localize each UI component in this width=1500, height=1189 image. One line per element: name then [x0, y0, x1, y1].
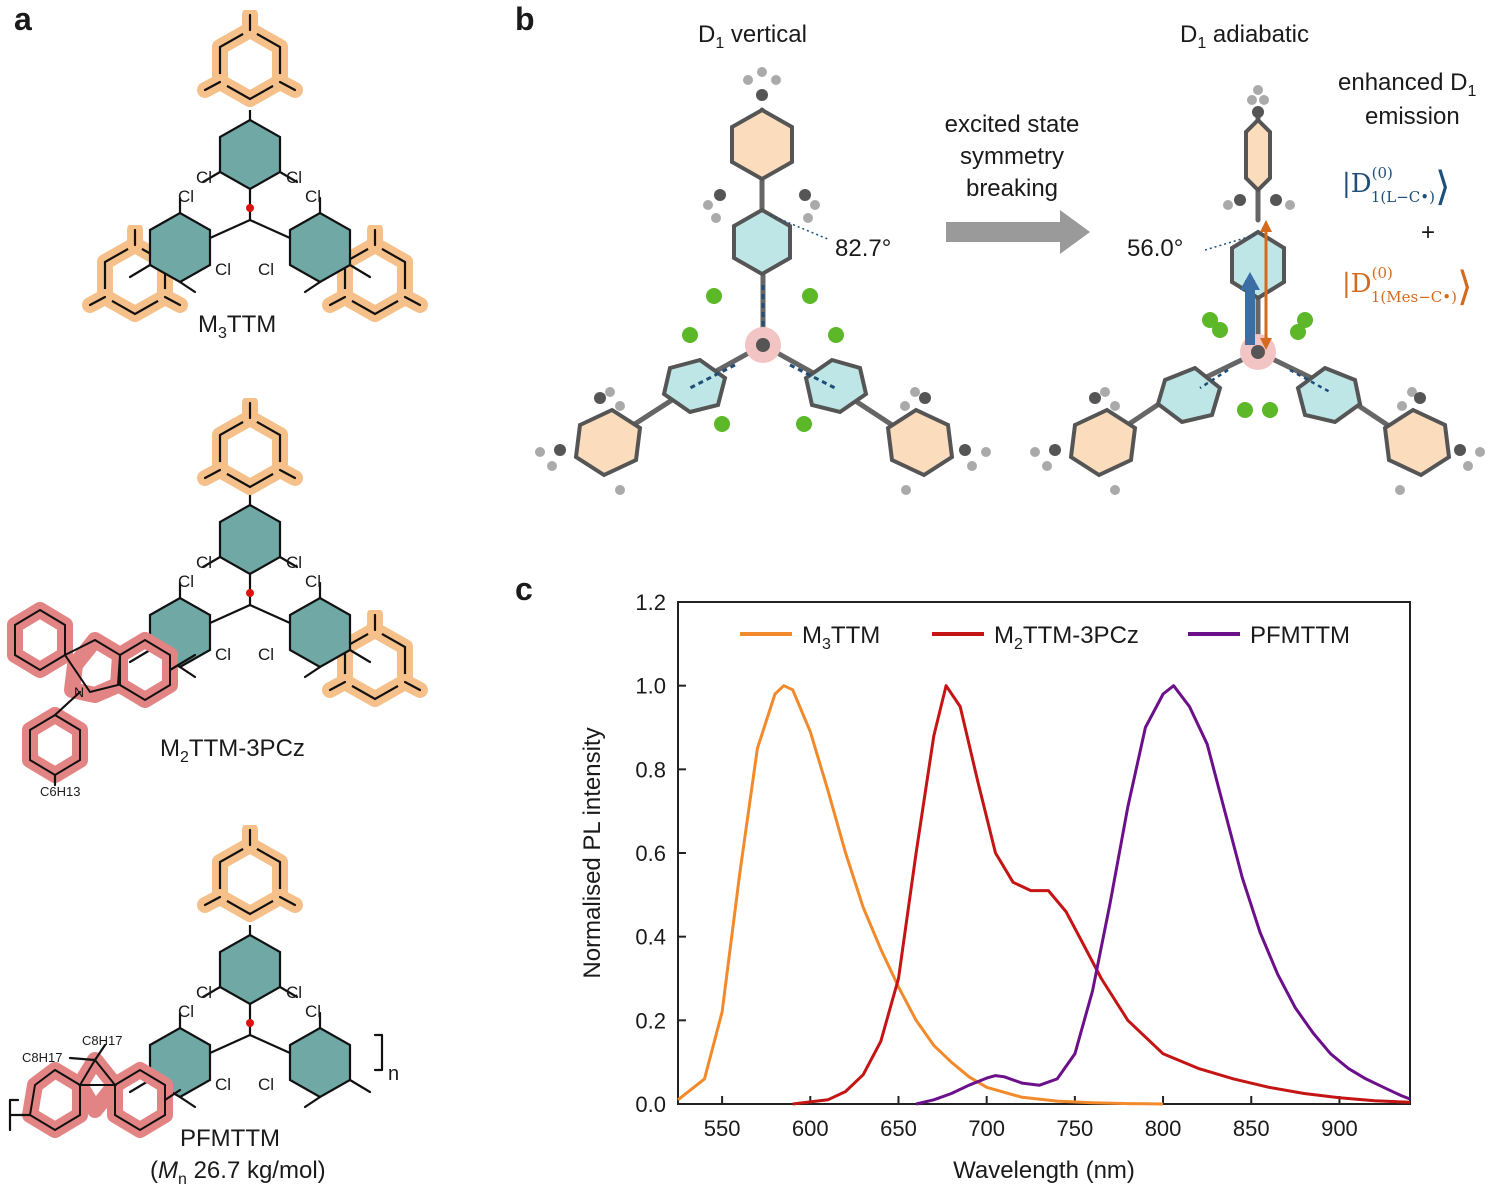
- arrow-text-line3: breaking: [966, 175, 1058, 202]
- d1-vertical-title: D1 vertical: [698, 21, 807, 52]
- dihedral-angle-right: 56.0°: [1127, 235, 1183, 262]
- x-tick-label: 600: [792, 1116, 829, 1141]
- molecular-weight: (Mn 26.7 kg/mol): [150, 1157, 326, 1188]
- plus-sign: +: [1421, 219, 1435, 246]
- cl-label: Cl: [305, 187, 321, 206]
- n-atom: N: [74, 684, 84, 700]
- d1-adiabatic-title: D1 adiabatic: [1180, 21, 1309, 52]
- cl-label: Cl: [286, 168, 302, 187]
- series-lines: [677, 684, 1411, 1106]
- cl-label: Cl: [196, 553, 212, 572]
- cl-label: Cl: [286, 983, 302, 1002]
- molecule-m3ttm: Cl Cl Cl Cl Cl Cl M3TTM: [90, 15, 420, 342]
- state-l-c: |D(0) 1(L−C•)⟩: [1342, 164, 1451, 210]
- x-tick-label: 700: [968, 1116, 1005, 1141]
- arrow-text-line1: excited state: [945, 111, 1080, 138]
- y-axis: 0.0 0.2 0.4 0.6 0.8 1.0 1.2: [635, 590, 686, 1117]
- panel-a: a Cl Cl Cl Cl Cl Cl M3TTM: [7, 1, 420, 1188]
- dihedral-angle-left: 82.7°: [835, 235, 891, 262]
- panel-label-c: c: [515, 571, 533, 607]
- d1-vertical-model: 82.7°: [535, 67, 991, 495]
- d1-adiabatic-model: 56.0°: [1030, 85, 1485, 495]
- side-chain-label: C8H17: [82, 1033, 122, 1048]
- emission-annotation: enhanced D1 emission |D(0) 1(L−C•)⟩ + |D(…: [1338, 69, 1476, 310]
- arrow-icon: [946, 210, 1090, 254]
- y-tick-label: 0.4: [635, 925, 666, 950]
- cl-label: Cl: [215, 260, 231, 279]
- plot-frame: [677, 601, 1411, 1105]
- cl-label: Cl: [196, 983, 212, 1002]
- fluorene-group: C8H17 C8H17 n: [8, 1033, 399, 1138]
- side-chain-label: C8H17: [22, 1050, 62, 1065]
- enhanced-emission-line1: enhanced D1: [1338, 69, 1476, 100]
- panel-b: b D1 vertical D1 adiabatic: [515, 1, 1485, 495]
- legend-label: PFMTTM: [1250, 622, 1350, 649]
- y-tick-label: 0.6: [635, 841, 666, 866]
- phenylcarbazole-group: N C6H13: [7, 602, 197, 799]
- x-tick-label: 550: [704, 1116, 741, 1141]
- cl-label: Cl: [215, 1075, 231, 1094]
- cl-label: Cl: [178, 187, 194, 206]
- y-axis-label: Normalised PL intensity: [579, 727, 606, 978]
- y-tick-label: 0.2: [635, 1008, 666, 1033]
- y-tick-label: 1.0: [635, 674, 666, 699]
- panel-label-a: a: [14, 1, 32, 37]
- cl-label: Cl: [178, 1002, 194, 1021]
- x-tick-label: 750: [1057, 1116, 1094, 1141]
- y-tick-label: 0.0: [635, 1092, 666, 1117]
- cl-label: Cl: [305, 572, 321, 591]
- cl-label: Cl: [215, 645, 231, 664]
- y-tick-label: 0.8: [635, 757, 666, 782]
- legend-label: M2TTM-3PCz: [994, 622, 1139, 653]
- cl-label: Cl: [286, 553, 302, 572]
- series-line-pfmttm: [915, 684, 1411, 1106]
- polymer-bracket-right: [373, 1033, 384, 1072]
- series-line-m3ttm: [677, 684, 1164, 1106]
- molecule-name: PFMTTM: [180, 1125, 280, 1152]
- x-tick-label: 650: [880, 1116, 917, 1141]
- arrow-text-line2: symmetry: [960, 143, 1064, 170]
- mesityl-group: [205, 15, 295, 99]
- molecule-name: M2TTM-3PCz: [160, 735, 305, 766]
- enhanced-emission-line2: emission: [1365, 103, 1460, 130]
- chart-legend: M3TTM M2TTM-3PCz PFMTTM: [740, 622, 1350, 653]
- cl-label: Cl: [305, 1002, 321, 1021]
- molecule-pfmttm: C8H17 C8H17 n Cl Cl Cl Cl Cl Cl PFMTTM (…: [8, 830, 399, 1188]
- ttm-core: [128, 110, 372, 294]
- cl-label: Cl: [258, 1075, 274, 1094]
- molecule-name: M3TTM: [198, 311, 276, 342]
- cl-label: Cl: [178, 572, 194, 591]
- molecule-m2ttm-3pcz: N C6H13 Cl Cl Cl Cl Cl Cl M2TTM-3PCz: [7, 403, 420, 799]
- y-tick-label: 1.2: [635, 590, 666, 615]
- state-mes-c: |D(0) 1(Mes−C•)⟩: [1342, 264, 1473, 310]
- cl-label: Cl: [258, 260, 274, 279]
- x-tick-label: 800: [1145, 1116, 1182, 1141]
- mesityl-group: [205, 403, 295, 487]
- x-tick-label: 900: [1321, 1116, 1358, 1141]
- symmetry-breaking-arrow: excited state symmetry breaking: [945, 111, 1090, 254]
- cl-label: Cl: [196, 168, 212, 187]
- pl-spectrum-chart: 550 600 650 700 750 800 850 900 0.0 0.2 0.4 0.6 0.8…: [579, 590, 1411, 1184]
- polymer-bracket-left: [8, 1098, 20, 1132]
- repeat-unit-n: n: [388, 1063, 399, 1085]
- x-axis-label: Wavelength (nm): [953, 1157, 1135, 1184]
- mesityl-group: [205, 830, 295, 914]
- x-axis: 550 600 650 700 750 800 850 900: [704, 1096, 1358, 1141]
- panel-label-b: b: [515, 1, 535, 37]
- series-line-m2ttm-3pcz: [792, 684, 1411, 1106]
- x-tick-label: 850: [1233, 1116, 1270, 1141]
- legend-label: M3TTM: [802, 622, 880, 653]
- side-chain-label: C6H13: [40, 784, 80, 799]
- cl-label: Cl: [258, 645, 274, 664]
- panel-c: c 550 600 650 700 750 800 850 900 0.00.20.40.60…: [515, 571, 1411, 1184]
